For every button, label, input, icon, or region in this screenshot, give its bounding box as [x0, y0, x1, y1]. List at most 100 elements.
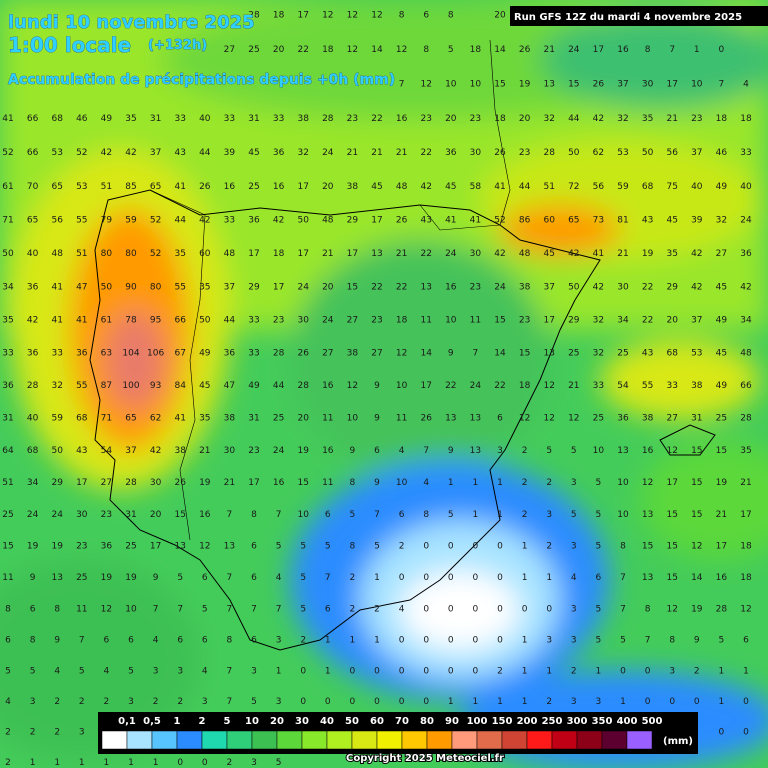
- grid-value: 4: [54, 667, 60, 677]
- grid-value: 0: [645, 697, 651, 707]
- grid-value: 43: [174, 148, 185, 158]
- grid-value: 31: [125, 510, 136, 520]
- grid-value: 23: [470, 283, 481, 293]
- grid-value: 68: [666, 349, 678, 359]
- grid-value: 31: [2, 414, 13, 424]
- grid-value: 19: [51, 542, 63, 552]
- grid-value: 37: [691, 148, 702, 158]
- grid-value: 18: [740, 573, 752, 583]
- grid-value: 52: [2, 148, 13, 158]
- grid-value: 12: [642, 478, 653, 488]
- grid-value: 4: [202, 667, 208, 677]
- grid-value: 3: [202, 697, 208, 707]
- grid-value: 28: [322, 114, 334, 124]
- grid-value: 0: [300, 667, 306, 677]
- grid-value: 14: [371, 45, 383, 55]
- grid-value: 59: [617, 182, 629, 192]
- grid-value: 60: [543, 216, 555, 226]
- grid-value: 59: [51, 414, 63, 424]
- grid-value: 75: [666, 182, 677, 192]
- grid-value: 10: [691, 80, 703, 90]
- grid-value: 16: [445, 283, 457, 293]
- grid-value: 17: [297, 182, 308, 192]
- grid-value: 49: [101, 114, 113, 124]
- grid-value: 25: [2, 510, 13, 520]
- grid-value: 5: [79, 667, 85, 677]
- grid-value: 95: [150, 316, 161, 326]
- grid-value: 1: [448, 478, 454, 488]
- grid-value: 35: [2, 316, 13, 326]
- grid-value: 3: [596, 697, 602, 707]
- grid-value: 7: [276, 605, 282, 615]
- grid-value: 65: [125, 414, 136, 424]
- grid-value: 9: [374, 414, 380, 424]
- legend-label: 350: [592, 716, 613, 727]
- grid-value: 12: [691, 542, 702, 552]
- grid-value: 23: [691, 114, 702, 124]
- grid-value: 34: [617, 316, 629, 326]
- grid-value: 1: [522, 667, 528, 677]
- grid-value: 11: [2, 573, 13, 583]
- grid-value: 1: [497, 510, 503, 520]
- grid-value: 6: [202, 636, 208, 646]
- grid-value: 24: [568, 45, 580, 55]
- grid-value: 17: [248, 249, 259, 259]
- grid-value: 5: [546, 446, 552, 456]
- grid-value: 15: [297, 478, 308, 488]
- grid-value: 4: [743, 80, 749, 90]
- grid-value: 23: [420, 114, 431, 124]
- grid-value: 4: [276, 573, 282, 583]
- grid-value: 66: [27, 114, 39, 124]
- grid-value: 2: [350, 605, 356, 615]
- grid-value: 0: [620, 667, 626, 677]
- grid-value: 7: [669, 45, 675, 55]
- grid-value: 0: [399, 667, 405, 677]
- grid-value: 16: [273, 478, 285, 488]
- grid-value: 2: [350, 573, 356, 583]
- grid-value: 3: [571, 478, 577, 488]
- grid-value: 53: [617, 148, 628, 158]
- legend-swatch: [476, 730, 503, 750]
- legend-swatch: [526, 730, 553, 750]
- grid-value: 42: [273, 216, 284, 226]
- grid-value: 66: [174, 316, 186, 326]
- grid-value: 28: [297, 381, 309, 391]
- grid-value: 11: [322, 414, 333, 424]
- grid-value: 17: [593, 45, 604, 55]
- grid-value: 80: [101, 249, 113, 259]
- grid-value: 41: [2, 114, 13, 124]
- grid-value: 50: [2, 249, 14, 259]
- grid-value: 17: [740, 510, 751, 520]
- grid-value: 5: [596, 636, 602, 646]
- grid-value: 40: [691, 182, 703, 192]
- grid-value: 50: [642, 148, 654, 158]
- grid-value: 18: [396, 316, 408, 326]
- grid-value: 47: [76, 283, 87, 293]
- grid-value: 32: [593, 316, 604, 326]
- grid-value: 29: [666, 283, 678, 293]
- grid-value: 13: [371, 249, 382, 259]
- grid-value: 45: [716, 349, 727, 359]
- grid-value: 6: [399, 510, 405, 520]
- grid-value: 38: [224, 414, 236, 424]
- legend-swatch: [426, 730, 453, 750]
- grid-value: 23: [101, 510, 112, 520]
- grid-value: 41: [593, 249, 604, 259]
- legend-swatch: [576, 730, 603, 750]
- grid-value: 28: [740, 414, 752, 424]
- grid-value: 8: [5, 605, 11, 615]
- grid-value: 0: [546, 605, 552, 615]
- grid-value: 34: [740, 316, 752, 326]
- grid-value: 6: [325, 605, 331, 615]
- grid-value: 49: [248, 381, 260, 391]
- grid-value: 53: [51, 148, 62, 158]
- grid-value: 2: [546, 478, 552, 488]
- grid-value: 26: [519, 45, 531, 55]
- grid-value: 68: [76, 414, 88, 424]
- grid-value: 14: [691, 573, 703, 583]
- grid-value: 30: [617, 283, 629, 293]
- grid-value: 28: [543, 148, 555, 158]
- grid-value: 44: [174, 216, 186, 226]
